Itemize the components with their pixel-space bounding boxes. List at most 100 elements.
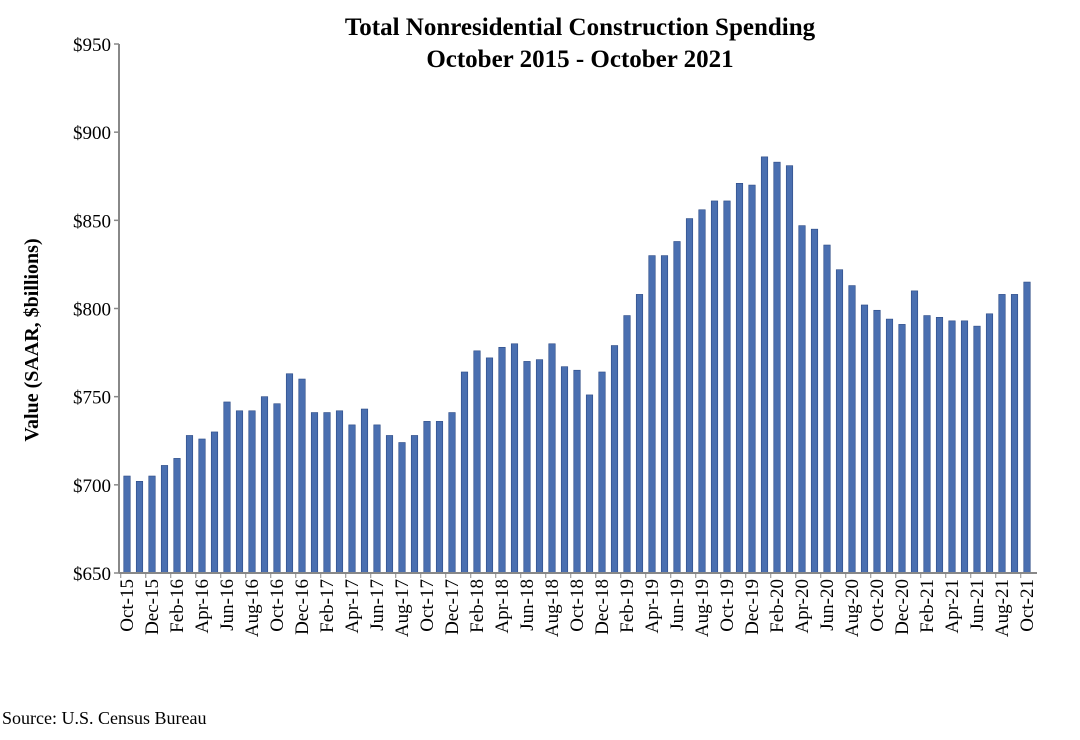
bar-Aug-19	[698, 209, 706, 574]
x-tick-label: Apr-21	[942, 579, 963, 634]
x-tick-label: Apr-20	[792, 579, 813, 634]
x-tick-label: Oct-20	[867, 579, 888, 632]
y-tick-label: $850	[73, 211, 111, 232]
bar-May-17	[360, 408, 369, 574]
x-tick-label: Feb-16	[167, 579, 188, 633]
bar-Feb-16	[173, 458, 181, 574]
bar-Nov-17	[435, 421, 444, 574]
bar-Mar-16	[185, 435, 194, 574]
x-tick-label: Aug-16	[242, 579, 263, 637]
y-tick-label: $800	[73, 300, 111, 321]
bar-Sep-18	[560, 366, 569, 574]
bar-Jul-19	[685, 218, 694, 574]
bar-Aug-18	[548, 343, 556, 574]
bar-Nov-15	[135, 481, 144, 574]
bar-Aug-20	[848, 285, 856, 574]
bar-Oct-16	[273, 403, 281, 574]
bar-Oct-15	[123, 475, 131, 574]
x-tick-label: Jun-19	[667, 579, 688, 631]
y-tick-label: $900	[73, 123, 111, 144]
bar-Oct-19	[723, 200, 731, 574]
x-tick-label: Dec-19	[742, 579, 763, 635]
bar-Dec-17	[448, 412, 456, 574]
bar-Mar-17	[335, 410, 344, 574]
bar-Apr-21	[948, 320, 956, 574]
source-note: Source: U.S. Census Bureau	[2, 708, 207, 728]
bar-Feb-21	[923, 315, 931, 574]
x-tick-label: Feb-18	[467, 579, 488, 633]
x-tick-label: Feb-20	[767, 579, 788, 633]
bar-Jan-17	[310, 412, 319, 574]
bar-Jul-21	[985, 313, 994, 574]
bar-Dec-20	[898, 324, 906, 574]
bar-Dec-18	[598, 371, 606, 574]
bar-Apr-17	[348, 424, 356, 574]
bar-Jul-17	[385, 435, 394, 574]
bar-Aug-16	[248, 410, 256, 574]
bar-Feb-19	[623, 315, 631, 574]
chart-title: Total Nonresidential Construction Spendi…	[240, 12, 920, 76]
bar-Nov-19	[735, 183, 744, 574]
x-tick-label: Jun-16	[217, 579, 238, 631]
x-tick-label: Feb-17	[317, 579, 338, 633]
bar-Feb-20	[773, 161, 781, 574]
x-tick-label: Apr-19	[642, 579, 663, 634]
bar-Jun-17	[373, 424, 381, 574]
bar-Sep-19	[710, 200, 719, 574]
x-tick-label: Oct-16	[267, 579, 288, 632]
bar-Jun-19	[673, 241, 681, 574]
bar-Jun-16	[223, 401, 231, 574]
x-tick-label: Apr-17	[342, 579, 363, 634]
x-tick-label: Oct-19	[717, 579, 738, 632]
bar-Oct-21	[1023, 281, 1031, 574]
bar-Apr-16	[198, 438, 206, 574]
bar-Mar-18	[485, 357, 494, 574]
bar-Nov-18	[585, 394, 594, 574]
bar-Apr-19	[648, 255, 656, 574]
x-tick-label: Jun-21	[967, 579, 988, 631]
bar-Aug-21	[998, 294, 1006, 574]
x-tick-label: Oct-15	[117, 579, 138, 632]
x-tick-label: Jun-17	[367, 579, 388, 631]
bars	[123, 156, 1031, 574]
bar-May-19	[660, 255, 669, 574]
bar-Sep-20	[860, 304, 869, 574]
bar-Mar-20	[785, 165, 794, 574]
x-tick-label: Jun-18	[517, 579, 538, 631]
y-tick-label: $950	[73, 35, 111, 56]
bar-Mar-21	[935, 317, 944, 574]
bar-Sep-21	[1010, 294, 1019, 574]
bar-Jan-19	[610, 345, 619, 574]
bar-Nov-16	[285, 373, 294, 574]
bar-Oct-17	[423, 421, 431, 574]
bar-Dec-19	[748, 184, 756, 574]
bar-Jul-16	[235, 410, 244, 574]
bar-Aug-17	[398, 442, 406, 574]
bar-Nov-20	[885, 318, 894, 574]
bar-Jan-21	[910, 290, 919, 574]
bar-Jun-18	[523, 361, 531, 574]
bar-Jan-16	[160, 465, 169, 574]
bar-Jun-21	[973, 325, 981, 574]
x-tick-label: Aug-19	[692, 579, 713, 637]
x-tick-label: Feb-19	[617, 579, 638, 633]
bar-Apr-18	[498, 346, 506, 574]
x-tick-label: Dec-17	[442, 579, 463, 635]
y-tick-label: $700	[73, 476, 111, 497]
x-tick-label: Feb-21	[917, 579, 938, 633]
x-tick-label: Dec-18	[592, 579, 613, 635]
bar-Jan-18	[460, 371, 469, 574]
x-axis: Oct-15 Dec-15 Feb-16 Apr-16 Jun-16 Aug-16 Oct-…	[117, 572, 1038, 637]
bar-Sep-16	[260, 396, 269, 574]
x-tick-label: Aug-21	[992, 579, 1013, 637]
bar-Oct-18	[573, 369, 581, 574]
x-tick-label: Apr-16	[192, 579, 213, 634]
bar-Jul-20	[835, 269, 844, 574]
x-tick-label: Oct-18	[567, 579, 588, 632]
x-tick-label: Aug-17	[392, 579, 413, 637]
bar-Oct-20	[873, 309, 881, 574]
bar-Dec-16	[298, 378, 306, 574]
y-axis: $650 $700 $750 $800 $850 $900 $950	[73, 35, 120, 585]
x-tick-label: Dec-15	[142, 579, 163, 635]
